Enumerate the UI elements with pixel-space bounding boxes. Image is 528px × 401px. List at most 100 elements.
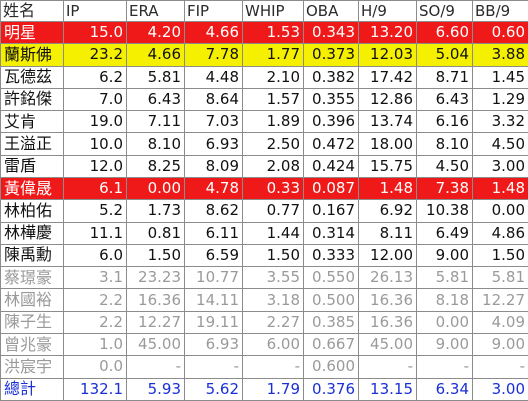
stat-oba: 0.424 xyxy=(303,154,359,178)
stat-oba: 0.472 xyxy=(303,132,359,156)
stat-whip: 1.89 xyxy=(242,110,304,134)
stat-h9: - xyxy=(358,355,417,379)
stat-h9: 16.36 xyxy=(358,288,417,312)
stat-fip: 6.93 xyxy=(184,332,243,357)
player-row: 林國裕 2.2 16.36 14.11 3.18 0.500 16.36 8.18 12.27 xyxy=(0,288,528,312)
stat-ip: 2.2 xyxy=(63,288,127,312)
total-fip: 5.62 xyxy=(184,377,243,401)
player-name: 雷盾 xyxy=(0,154,64,178)
stat-bb9: 4.86 xyxy=(472,221,528,245)
stat-oba: 0.550 xyxy=(303,266,359,290)
stat-fip: 8.64 xyxy=(184,87,243,112)
header-h9: H/9 xyxy=(358,0,417,22)
stat-h9: 12.86 xyxy=(358,87,417,112)
stat-fip: 7.78 xyxy=(184,43,243,67)
stat-oba: 0.500 xyxy=(303,288,359,312)
stat-fip: 4.66 xyxy=(184,20,243,45)
player-row: 明星 15.0 4.20 4.66 1.53 0.343 13.20 6.60 0.60 xyxy=(0,20,528,45)
total-era: 5.93 xyxy=(126,377,185,401)
stat-ip: 5.2 xyxy=(63,199,127,223)
stat-fip: 10.77 xyxy=(184,266,243,290)
stat-h9: 1.48 xyxy=(358,176,417,201)
stat-era: 5.81 xyxy=(126,65,185,89)
stat-whip: 0.33 xyxy=(242,176,304,201)
stat-era: 6.43 xyxy=(126,87,185,112)
stat-ip: 23.2 xyxy=(63,43,127,67)
stat-so9: 4.50 xyxy=(416,154,473,178)
stat-oba: 0.396 xyxy=(303,110,359,134)
stat-so9: 5.04 xyxy=(416,43,473,67)
stat-era: 4.66 xyxy=(126,43,185,67)
total-so9: 6.34 xyxy=(416,377,473,401)
stat-so9: 9.00 xyxy=(416,332,473,357)
stat-h9: 12.03 xyxy=(358,43,417,67)
stat-bb9: 1.48 xyxy=(472,176,528,201)
stat-ip: 7.0 xyxy=(63,87,127,112)
stat-bb9: 1.29 xyxy=(472,87,528,112)
stat-bb9: 3.32 xyxy=(472,110,528,134)
stat-h9: 17.42 xyxy=(358,65,417,89)
stat-oba: 0.087 xyxy=(303,176,359,201)
player-name: 林國裕 xyxy=(0,288,64,312)
stat-era: 8.25 xyxy=(126,154,185,178)
stat-ip: 3.1 xyxy=(63,266,127,290)
stat-bb9: - xyxy=(472,355,528,379)
stat-fip: 7.03 xyxy=(184,110,243,134)
stat-fip: 8.09 xyxy=(184,154,243,178)
stat-ip: 2.2 xyxy=(63,310,127,334)
player-name: 林樺慶 xyxy=(0,221,64,245)
player-row: 曾兆豪 1.0 45.00 6.93 6.00 0.667 45.00 9.00 9.00 xyxy=(0,332,528,357)
player-name: 陳禹勳 xyxy=(0,243,64,268)
stat-whip: 2.08 xyxy=(242,154,304,178)
stat-h9: 15.75 xyxy=(358,154,417,178)
player-name: 洪宸宇 xyxy=(0,355,64,379)
stat-whip: 2.27 xyxy=(242,310,304,334)
total-whip: 1.79 xyxy=(242,377,304,401)
stat-oba: 0.373 xyxy=(303,43,359,67)
stat-whip: 3.18 xyxy=(242,288,304,312)
player-name: 許銘傑 xyxy=(0,87,64,112)
total-bb9: 3.00 xyxy=(472,377,528,401)
player-name: 黃偉晟 xyxy=(0,176,64,201)
stat-fip: 6.93 xyxy=(184,132,243,156)
stat-ip: 6.0 xyxy=(63,243,127,268)
stat-fip: 14.11 xyxy=(184,288,243,312)
stat-ip: 0.0 xyxy=(63,355,127,379)
stat-so9: 6.16 xyxy=(416,110,473,134)
stat-era: 0.81 xyxy=(126,221,185,245)
header-whip: WHIP xyxy=(242,0,304,22)
total-ip: 132.1 xyxy=(63,377,127,401)
stat-oba: 0.667 xyxy=(303,332,359,357)
stats-body: 明星 15.0 4.20 4.66 1.53 0.343 13.20 6.60 0.60 蘭斯佛… xyxy=(0,20,528,401)
stat-ip: 6.2 xyxy=(63,65,127,89)
player-name: 蔡璟豪 xyxy=(0,266,64,290)
stat-fip: 4.78 xyxy=(184,176,243,201)
stat-bb9: 1.50 xyxy=(472,243,528,268)
stat-h9: 16.36 xyxy=(358,310,417,334)
stat-fip: 8.62 xyxy=(184,199,243,223)
player-name: 蘭斯佛 xyxy=(0,43,64,67)
stat-era: 0.00 xyxy=(126,176,185,201)
player-row: 林柏佑 5.2 1.73 8.62 0.77 0.167 6.92 10.38 0.00 xyxy=(0,199,528,223)
stat-h9: 13.74 xyxy=(358,110,417,134)
stat-era: 8.10 xyxy=(126,132,185,156)
stat-oba: 0.355 xyxy=(303,87,359,112)
player-row: 陳禹勳 6.0 1.50 6.59 1.50 0.333 12.00 9.00 1.50 xyxy=(0,243,528,268)
stat-era: 1.50 xyxy=(126,243,185,268)
player-row: 林樺慶 11.1 0.81 6.11 1.44 0.314 8.11 6.49 4.86 xyxy=(0,221,528,245)
player-row: 王溢正 10.0 8.10 6.93 2.50 0.472 18.00 8.10 4.50 xyxy=(0,132,528,156)
stat-fip: 4.48 xyxy=(184,65,243,89)
header-oba: OBA xyxy=(303,0,359,22)
player-name: 陳子生 xyxy=(0,310,64,334)
stat-bb9: 1.45 xyxy=(472,65,528,89)
stat-fip: 6.59 xyxy=(184,243,243,268)
stat-whip: 1.50 xyxy=(242,243,304,268)
player-row: 蔡璟豪 3.1 23.23 10.77 3.55 0.550 26.13 5.81 5.81 xyxy=(0,266,528,290)
stat-bb9: 4.09 xyxy=(472,310,528,334)
stat-era: 4.20 xyxy=(126,20,185,45)
stat-whip: 1.44 xyxy=(242,221,304,245)
header-ip: IP xyxy=(63,0,127,22)
stat-oba: 0.314 xyxy=(303,221,359,245)
stat-ip: 19.0 xyxy=(63,110,127,134)
